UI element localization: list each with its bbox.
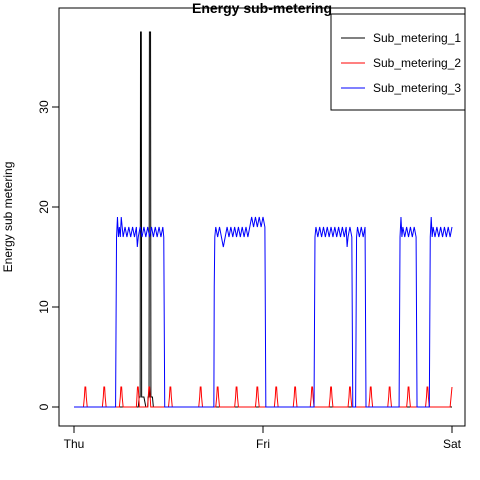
y-axis-label: Energy sub metering <box>1 162 15 273</box>
chart-title: Energy sub-metering <box>192 0 332 16</box>
y-tick-label: 30 <box>37 100 51 114</box>
legend-label: Sub_metering_3 <box>373 81 461 95</box>
y-tick-label: 20 <box>37 200 51 214</box>
plot-data-layer <box>74 31 453 408</box>
legend-label: Sub_metering_1 <box>373 31 461 45</box>
series-line-sub-metering-3 <box>74 216 453 408</box>
y-axis: 0 10 20 30 <box>37 100 60 410</box>
series-line-sub-metering-2 <box>74 386 453 408</box>
y-tick-label: 10 <box>37 300 51 314</box>
x-tick-label: Thu <box>64 437 85 451</box>
x-tick-label: Fri <box>256 437 270 451</box>
y-tick-label: 0 <box>37 403 51 410</box>
legend-box <box>330 13 466 111</box>
legend: Sub_metering_1 Sub_metering_2 Sub_metering… <box>330 13 466 111</box>
x-axis: Thu Fri Sat <box>64 425 462 451</box>
x-tick-label: Sat <box>443 437 462 451</box>
legend-label: Sub_metering_2 <box>373 56 461 70</box>
